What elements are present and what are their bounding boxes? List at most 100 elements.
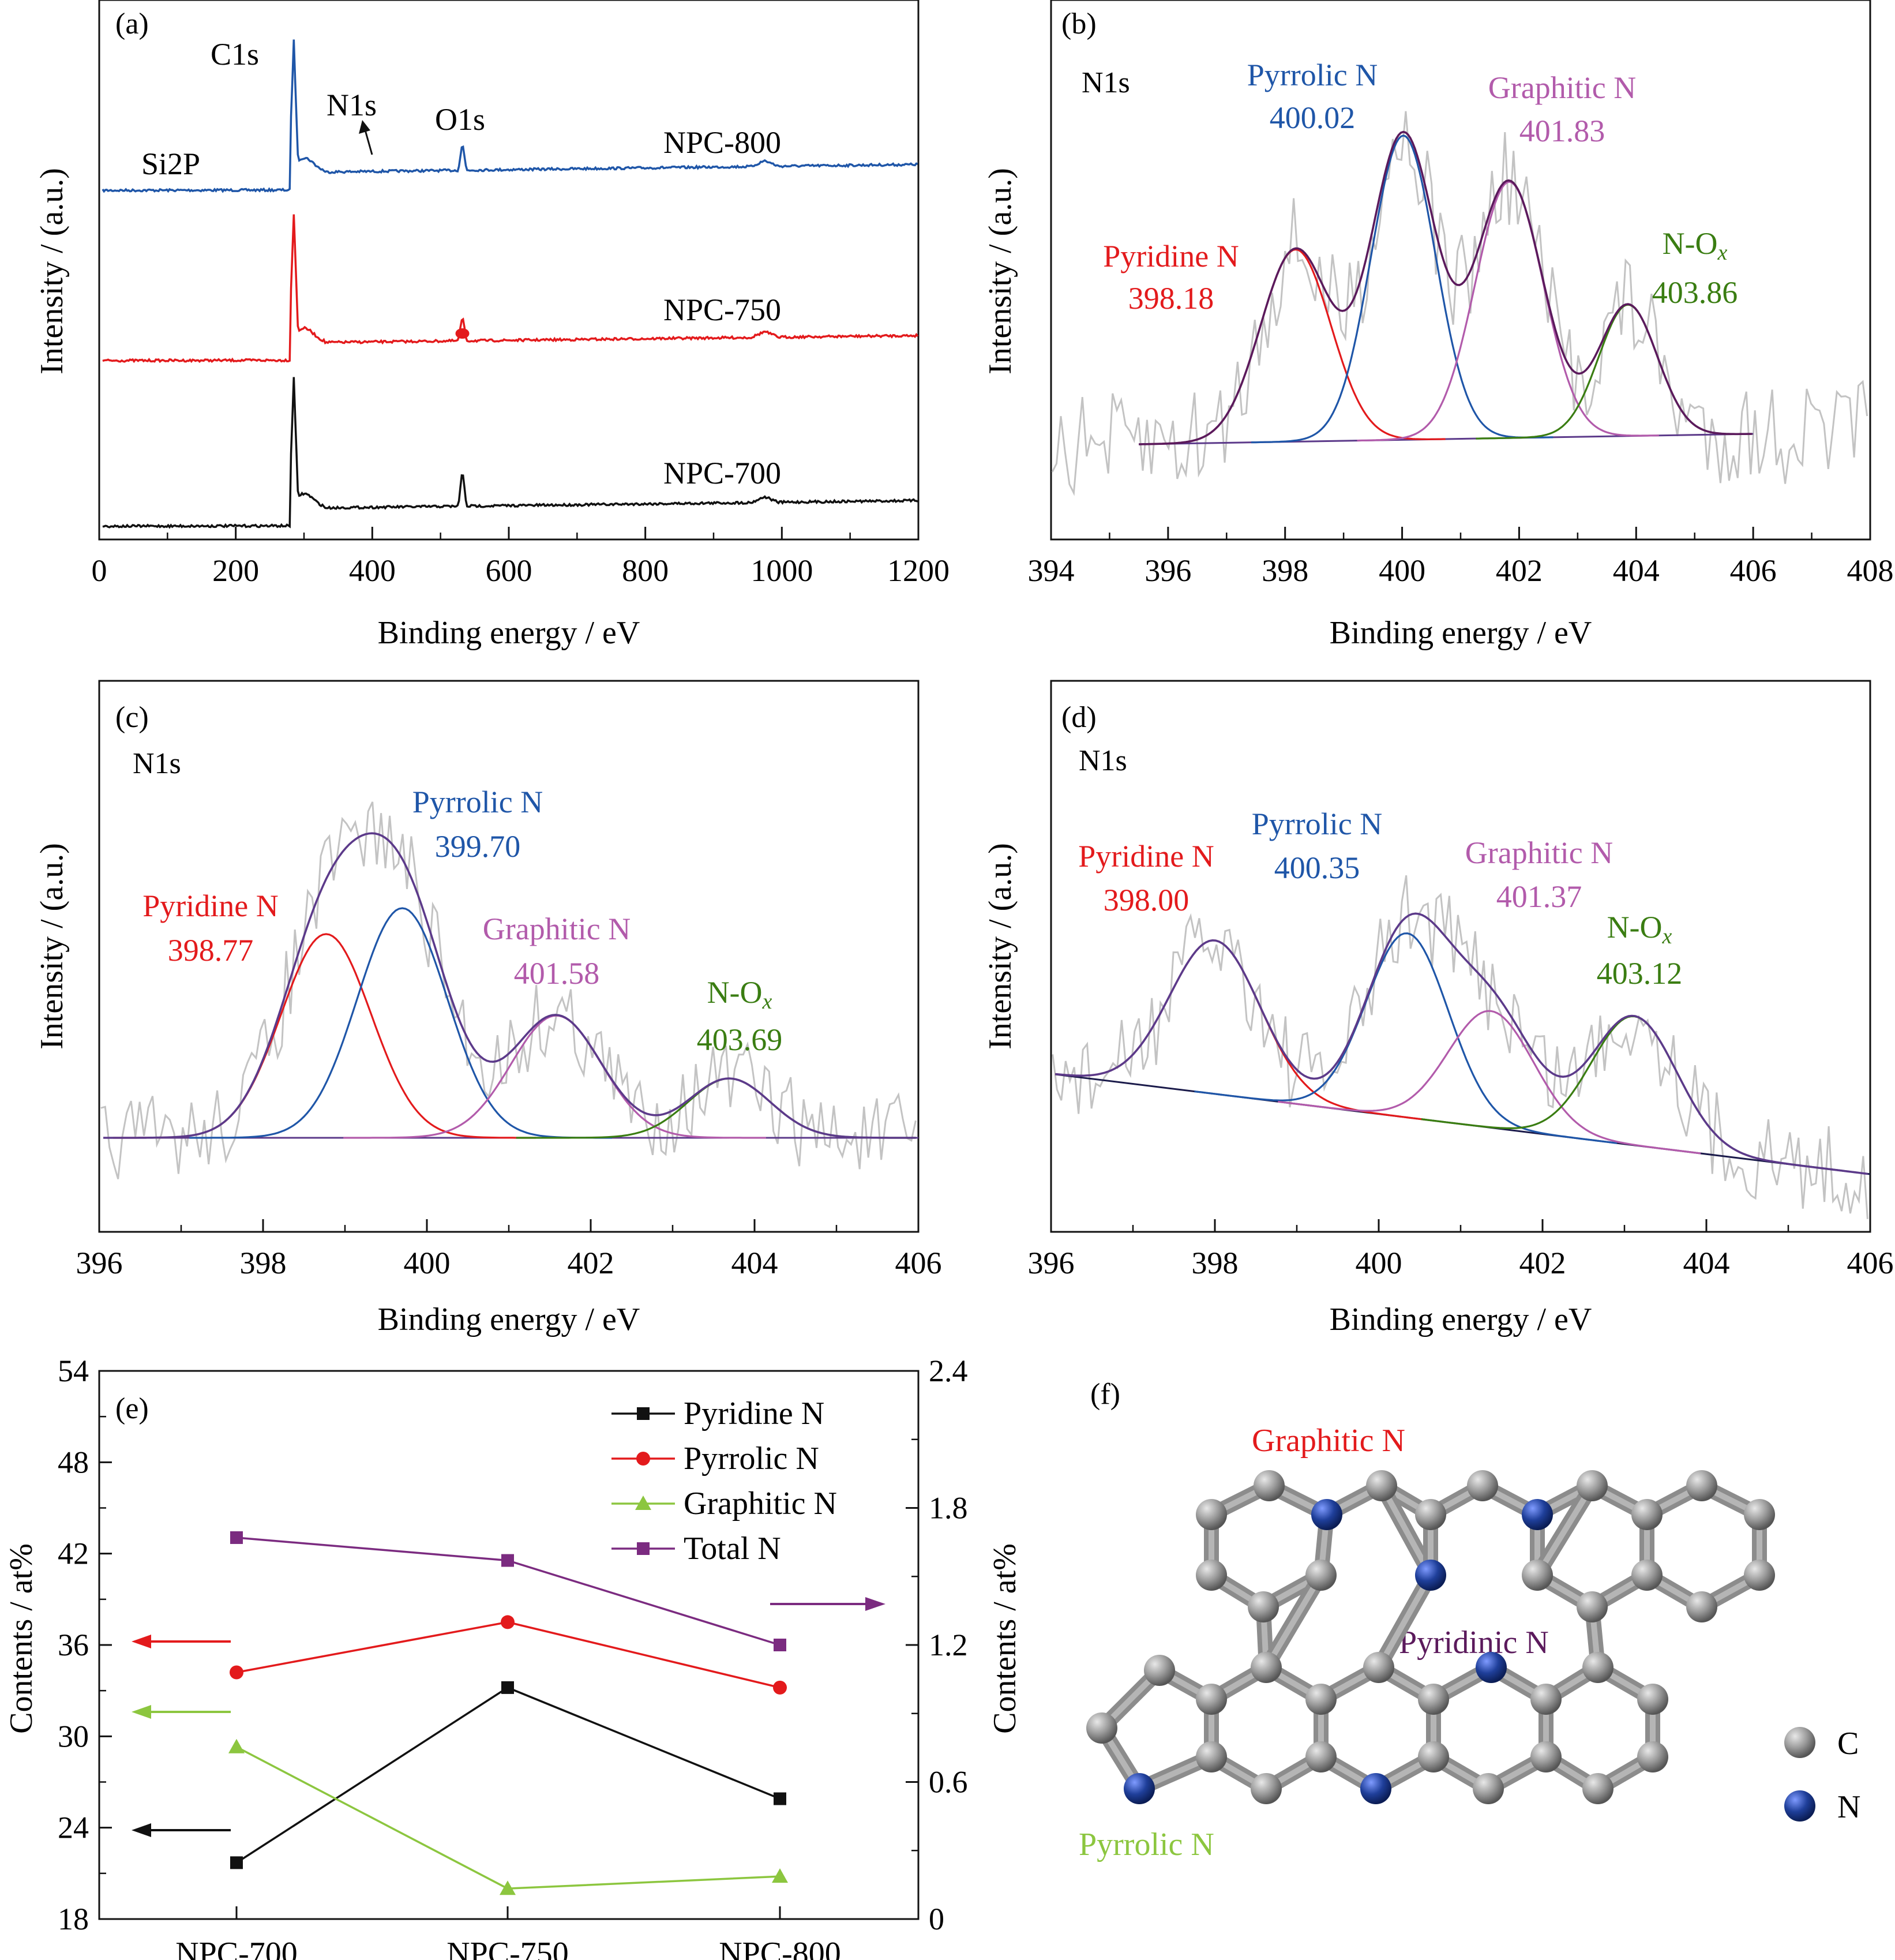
marker-circle [501, 1615, 515, 1629]
marker-square [230, 1856, 243, 1869]
panel-a-series-labels: NPC-800 NPC-750 NPC-700 [663, 125, 781, 490]
carbon-atom [1418, 1684, 1449, 1715]
series-line-pyridine-n [236, 1686, 780, 1864]
panel-d-label: (d) [1061, 701, 1097, 734]
fit-baseline [1139, 433, 1754, 445]
marker-triangle [635, 1496, 651, 1510]
panel-d-ticks [1050, 1219, 1871, 1232]
x-tick-label: 406 [1847, 1246, 1894, 1280]
x-tick-label: 398 [240, 1246, 287, 1280]
legend-label: Pyrrolic N [684, 1441, 819, 1476]
marker-square [230, 1531, 243, 1544]
annotation-si2p: Si2P [141, 147, 200, 181]
fit-component-n-o [1421, 1015, 1844, 1172]
c-pyridine-name: Pyridine N [142, 889, 279, 923]
x-tick-label: 600 [486, 553, 532, 588]
panel-c-plot [100, 801, 918, 1179]
bond-highlight [1263, 1572, 1324, 1670]
arrow-head [865, 1597, 885, 1611]
o1s-marker [455, 328, 470, 339]
fit-component-pyrrolic-n [189, 907, 612, 1139]
label-graphitic-n: Graphitic N [1252, 1423, 1405, 1459]
x-tick-label: 402 [1496, 553, 1543, 588]
fit-component-pyrrolic-n [1251, 134, 1553, 444]
carbon-atom [1582, 1652, 1613, 1683]
d-pyridine-name: Pyridine N [1078, 839, 1214, 874]
x-tick-label: 400 [349, 553, 396, 588]
raw-data-trace [1052, 875, 1868, 1219]
molecule-atoms [1086, 1470, 1775, 1804]
carbon-atom [1196, 1560, 1227, 1591]
carbon-atom [1744, 1560, 1775, 1591]
x-tick-label: 404 [731, 1246, 778, 1280]
marker-square [637, 1407, 650, 1420]
panel-a-tick-labels: 0 200 400 600 800 1000 1200 [92, 553, 950, 588]
x-category-label: NPC-750 [446, 1936, 569, 1960]
b-pyrrolic-name: Pyrrolic N [1247, 58, 1378, 92]
d-pyrrolic-name: Pyrrolic N [1252, 807, 1382, 841]
y2-tick-label: 1.2 [929, 1628, 968, 1662]
panel-d-tick-labels: 396 398 400 402 404 406 [1028, 1246, 1894, 1280]
panel-c-n1s: (c) N1s 396 398 400 402 404 406 Pyridine N 39… [34, 680, 942, 1337]
series-line-graphitic-n [236, 1746, 780, 1890]
panel-e-plot [228, 1531, 788, 1895]
nitrogen-atom [1124, 1773, 1155, 1804]
c-pyrrolic-value: 399.70 [435, 829, 521, 864]
carbon-atom [1248, 1591, 1279, 1622]
d-nox-name: N-Ox [1607, 910, 1672, 949]
nitrogen-atom [1476, 1652, 1507, 1683]
y2-tick-label: 0 [929, 1902, 944, 1936]
panel-a-frame [98, 0, 920, 541]
fit-component-pyrrolic-n [1194, 932, 1618, 1144]
marker-triangle [228, 1738, 245, 1753]
marker-square [774, 1792, 786, 1805]
legend-label: Graphitic N [684, 1486, 837, 1521]
panel-c-xlabel: Binding energy / eV [378, 1302, 640, 1337]
x-tick-label: 400 [1356, 1246, 1402, 1280]
x-tick-label: 402 [1519, 1246, 1566, 1280]
survey-curve-npc-800 [102, 39, 918, 193]
label-pyrrolic-n: Pyrrolic N [1079, 1827, 1214, 1862]
x-tick-label: 402 [568, 1246, 614, 1280]
panel-e-legend: Pyridine N Pyrrolic N Graphitic N Total N [611, 1396, 837, 1566]
b-pyrrolic-value: 400.02 [1270, 100, 1356, 135]
carbon-atom [1467, 1470, 1498, 1501]
x-tick-label: 800 [622, 553, 669, 588]
x-tick-label: 406 [1730, 553, 1777, 588]
panel-b-ticks [1050, 527, 1871, 539]
b-graphitic-name: Graphitic N [1488, 70, 1636, 105]
b-pyridine-value: 398.18 [1128, 281, 1214, 316]
survey-curve-npc-700 [102, 377, 918, 529]
fit-component-graphitic-n [1278, 1010, 1701, 1155]
carbon-atom [1363, 1652, 1394, 1683]
marker-square [501, 1681, 514, 1694]
panel-a-xlabel: Binding energy / eV [378, 615, 640, 651]
carbon-atom [1686, 1470, 1717, 1501]
panel-d-n1s: (d) N1s 396 398 400 402 404 406 Pyridine N 39… [982, 680, 1894, 1337]
x-tick-label: 396 [1144, 553, 1191, 588]
legend-nitrogen-label: N [1837, 1789, 1860, 1825]
panel-c-ticks [98, 1219, 920, 1232]
carbon-atom [1418, 1741, 1449, 1772]
bond-highlight [1534, 1483, 1595, 1578]
b-nox-name: N-Ox [1663, 226, 1728, 265]
panel-c-label: (c) [115, 701, 149, 734]
carbon-atom [1744, 1499, 1775, 1530]
panel-b-peak-labels: Pyridine N 398.18 Pyrrolic N 400.02 Grap… [1103, 58, 1738, 316]
y2-tick-label: 2.4 [929, 1354, 968, 1388]
carbon-atom [1196, 1499, 1227, 1530]
d-pyridine-value: 398.00 [1104, 883, 1189, 917]
b-graphitic-value: 401.83 [1519, 114, 1605, 148]
n1s-arrow-line [363, 128, 373, 155]
carbon-atom [1415, 1499, 1446, 1530]
panel-d-ylabel: Intensity / (a.u.) [982, 843, 1018, 1050]
y2-tick-label: 1.8 [929, 1491, 968, 1526]
label-pyridinic-n: Pyridinic N [1399, 1625, 1549, 1661]
x-tick-label: 396 [1028, 1246, 1075, 1280]
d-graphitic-value: 401.37 [1496, 879, 1582, 914]
legend-label: Total N [684, 1531, 781, 1566]
arrow-head [132, 1705, 151, 1719]
carbon-atom [1366, 1470, 1397, 1501]
marker-triangle [500, 1880, 516, 1895]
fit-envelope [1139, 130, 1753, 445]
